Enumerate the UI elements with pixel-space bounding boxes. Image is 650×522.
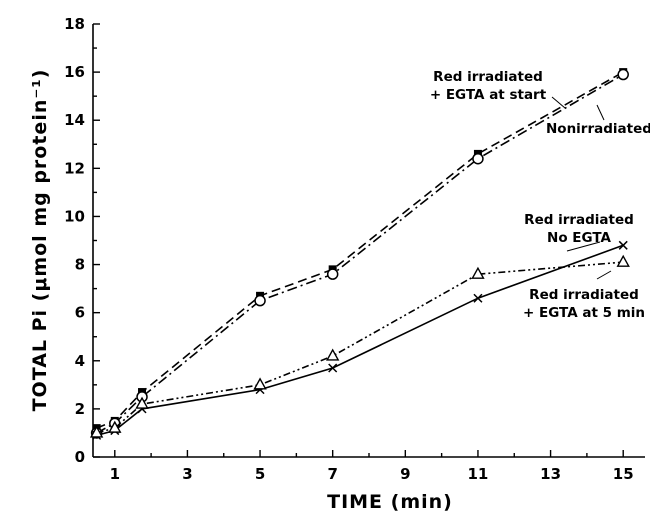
data-point-triangle [326, 348, 340, 361]
x-tick-label: 13 [540, 465, 561, 483]
annotation-nonirr: Nonirradiated [546, 104, 650, 137]
data-point-circle [617, 68, 629, 81]
y-tick-label: 10 [64, 207, 85, 225]
data-point-triangle [253, 377, 267, 390]
y-tick-label: 6 [75, 304, 85, 322]
y-axis-title: TOTAL Pi (μmol mg protein⁻¹) [29, 69, 51, 412]
data-point-circle [326, 268, 339, 280]
annotation-layer: Red irradiated + EGTA at start Nonirradiat… [430, 69, 650, 321]
annotation-leader [596, 104, 605, 121]
y-tick-label: 2 [75, 400, 85, 418]
x-tick-label: 11 [468, 465, 489, 483]
series-line [96, 73, 624, 434]
x-tick-label: 7 [327, 465, 337, 483]
annotation-text: Nonirradiated [546, 121, 650, 137]
series-3-open-triangle [89, 254, 630, 438]
x-tick-label: 9 [400, 465, 410, 483]
series-line [96, 71, 624, 429]
annotation-text: + EGTA at 5 min [523, 305, 645, 321]
y-tick-label: 16 [64, 63, 85, 81]
annotation-leader [551, 96, 566, 109]
annotation-text: No EGTA [547, 230, 611, 246]
y-tick-label: 12 [64, 159, 85, 177]
y-tick-label: 8 [75, 256, 85, 274]
annotation-red_no: Red irradiated No EGTA [524, 212, 634, 252]
data-point-circle [254, 294, 266, 307]
x-tick-label: 15 [613, 465, 634, 483]
y-tick-label: 18 [64, 15, 85, 33]
data-point-triangle [616, 254, 630, 267]
annotation-red_5: Red irradiated + EGTA at 5 min [523, 270, 645, 321]
data-point-x [618, 240, 628, 250]
annotation-text: Red irradiated [529, 287, 639, 303]
series-layer [89, 68, 630, 440]
data-point-circle [472, 152, 484, 165]
x-tick-label: 5 [255, 465, 265, 483]
x-axis-title: TIME (min) [327, 491, 453, 513]
annotation-text: Red irradiated [524, 212, 634, 228]
annotation-text: + EGTA at start [430, 87, 547, 103]
y-tick-label: 4 [75, 352, 85, 370]
data-point-triangle [89, 425, 104, 438]
x-tick-label: 1 [110, 465, 120, 483]
data-point-triangle [471, 266, 485, 279]
y-tick-label: 0 [75, 448, 85, 466]
x-tick-label: 3 [182, 465, 192, 483]
data-point-x [473, 293, 483, 303]
annotation-leader [596, 270, 612, 280]
data-point-triangle [108, 420, 122, 433]
annotation-text: Red irradiated [433, 69, 543, 85]
annotation-leader [566, 241, 601, 252]
data-point-triangle [135, 396, 149, 409]
y-tick-label: 14 [64, 111, 85, 129]
annotation-red_start: Red irradiated + EGTA at start [430, 69, 566, 109]
data-point-x [328, 363, 338, 373]
